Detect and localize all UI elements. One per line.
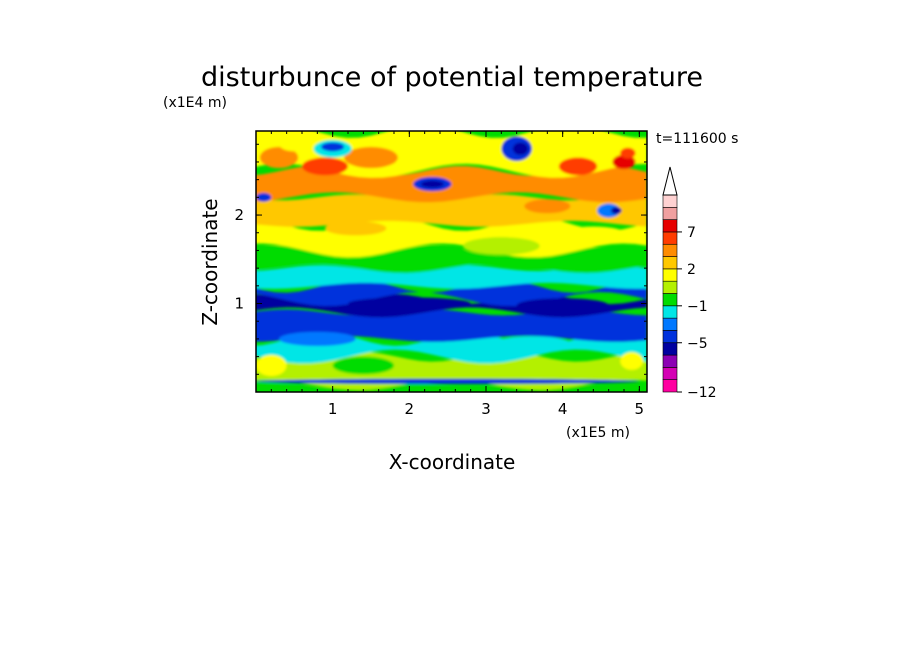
field-band — [256, 309, 647, 342]
field-feature — [279, 331, 356, 346]
field-feature — [558, 157, 598, 176]
x-tick-label: 1 — [328, 400, 338, 418]
field-band — [256, 131, 647, 178]
y-axis: 12 — [234, 143, 647, 375]
field-feature — [256, 378, 640, 385]
field-feature — [620, 352, 644, 370]
field-feature — [516, 298, 609, 313]
field-feature — [562, 226, 624, 239]
field-band — [256, 265, 647, 289]
colorbar-label: 7 — [687, 225, 696, 241]
colorbar-swatch — [662, 243, 678, 257]
chart-title: disturbunce of potential temperature — [201, 62, 703, 93]
field-feature — [493, 336, 571, 351]
x-unit-label: (x1E5 m) — [566, 425, 630, 441]
colorbar-swatch — [662, 194, 678, 208]
colorbar-extend-arrow — [662, 166, 678, 196]
colorbar-swatch — [662, 293, 678, 307]
colorbar-label: 2 — [687, 262, 696, 278]
field-feature — [259, 146, 299, 169]
colorbar-label: −12 — [687, 385, 717, 401]
x-tick-label: 5 — [635, 400, 645, 418]
field-feature — [420, 180, 444, 188]
y-tick-label: 2 — [234, 206, 244, 224]
colorbar-label: −1 — [687, 299, 708, 315]
field-feature — [612, 154, 636, 170]
field-feature — [443, 201, 498, 220]
field-feature — [256, 192, 272, 202]
field-feature — [344, 146, 398, 169]
field-feature — [302, 157, 348, 176]
field-feature — [256, 354, 287, 377]
field-feature — [325, 221, 387, 236]
field-feature — [332, 356, 395, 375]
x-tick-label: 3 — [481, 400, 491, 418]
contour-field — [256, 131, 647, 392]
colorbar-swatch — [662, 268, 678, 282]
colorbar-swatch — [662, 256, 678, 270]
field-shapes — [256, 131, 647, 392]
colorbar-swatch — [662, 342, 678, 356]
y-axis-label: Z-coordinate — [198, 198, 222, 325]
colorbar-swatch — [662, 280, 678, 294]
colorbar-swatch — [662, 330, 678, 344]
time-label: t=111600 s — [656, 131, 738, 147]
field-feature — [597, 203, 621, 218]
colorbar-swatch — [662, 305, 678, 319]
field-feature — [348, 297, 471, 310]
x-axis: 1 2 3 4 5 — [270, 131, 645, 418]
plot-frame — [255, 130, 648, 393]
x-axis-label: X-coordinate — [389, 450, 516, 474]
field-feature — [620, 147, 636, 159]
colorbar-swatch — [662, 367, 678, 380]
field-feature — [512, 142, 529, 155]
colorbar-swatch — [662, 219, 678, 233]
colorbar: 7 2 −1 −5 −12 — [662, 166, 717, 401]
field-feature — [524, 199, 571, 214]
colorbar-swatch — [662, 379, 678, 393]
colorbar-swatch — [662, 231, 678, 245]
colorbar-swatch — [662, 317, 678, 331]
field-feature — [279, 137, 310, 152]
colorbar-label: −5 — [687, 336, 708, 352]
field-feature — [463, 237, 540, 255]
x-tick-label: 4 — [558, 400, 568, 418]
y-tick-label: 1 — [234, 295, 244, 313]
field-feature — [610, 207, 622, 215]
y-unit-label: (x1E4 m) — [163, 95, 227, 111]
colorbar-swatch — [662, 354, 678, 368]
field-feature — [321, 142, 345, 152]
colorbar-swatch — [662, 207, 678, 220]
x-tick-label: 2 — [405, 400, 415, 418]
